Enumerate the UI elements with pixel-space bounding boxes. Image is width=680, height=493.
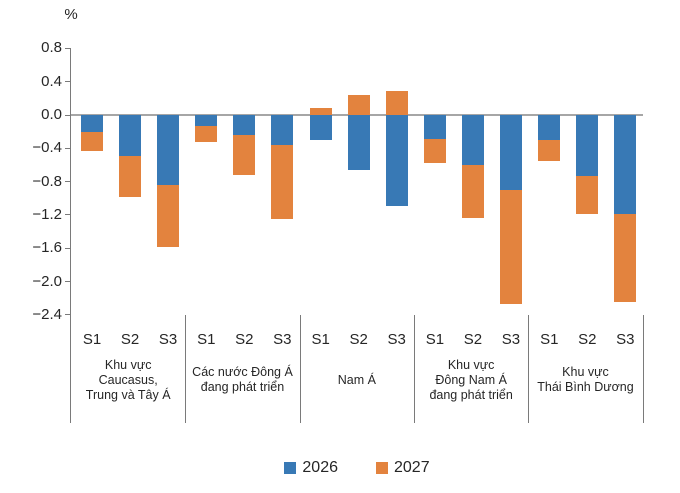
bar-segment-2026 (423, 115, 446, 140)
group-name-line: Caucasus, (98, 372, 158, 387)
y-axis-tick-label: −0.4 (32, 139, 62, 157)
scenario-label: S3 (273, 331, 292, 348)
legend-label-2027: 2027 (394, 459, 430, 476)
y-axis-tick (65, 47, 70, 49)
bar-segment-2026 (81, 115, 103, 133)
y-axis-tick (65, 114, 70, 116)
bar-segment-2027 (81, 132, 103, 151)
group-name-line: Đông Nam Á (435, 372, 507, 387)
scenario-label: S1 (82, 331, 102, 348)
group-separator (185, 315, 187, 423)
bar-segment-2027 (461, 164, 484, 219)
bar-segment-2026 (461, 115, 484, 165)
y-axis-tick (65, 181, 70, 183)
bar-segment-2026 (195, 115, 218, 126)
scenario-label: S1 (425, 331, 445, 348)
bar-segment-2026 (576, 115, 599, 176)
scenario-label: S3 (387, 331, 406, 348)
scenario-label: S1 (197, 331, 216, 348)
bar-segment-2026 (538, 115, 561, 140)
y-axis-tick (65, 147, 70, 149)
group-separator (413, 315, 415, 423)
group-name-line: Khu vực (447, 357, 495, 372)
bar-segment-2027 (157, 184, 179, 247)
scenario-label: S2 (463, 331, 483, 348)
bar-segment-2027 (538, 139, 561, 161)
bar-segment-2026 (499, 115, 522, 190)
bar-segment-2026 (309, 115, 332, 140)
bar-segment-2027 (614, 214, 637, 302)
y-axis-tick (65, 214, 70, 216)
scenario-label: S2 (578, 331, 597, 348)
group-name-line: Khu vực (104, 357, 152, 372)
scenario-label: S2 (120, 331, 140, 348)
group-name-label: Khu vực Caucasus, Trung và Tây Á (73, 352, 183, 408)
group-name-line: Khu vực (562, 365, 609, 379)
group-name-line: Thái Bình Dương (537, 380, 634, 394)
bar-segment-2026 (614, 115, 637, 215)
y-axis-tick-label: 0.0 (41, 106, 62, 123)
y-axis-tick-label: 0.4 (41, 72, 62, 90)
group-name-line: Các nước Đông Á (192, 365, 293, 379)
scenario-label: S3 (158, 331, 178, 348)
bar-segment-2026 (233, 115, 256, 135)
bar-segment-2026 (119, 115, 141, 156)
bar-segment-2027 (233, 134, 256, 175)
bar-segment-2026 (271, 115, 294, 145)
scenario-label: S2 (349, 331, 368, 348)
group-name-label: Khu vực Thái Bình Dương (530, 352, 640, 408)
y-axis-tick-label: −1.2 (32, 205, 62, 223)
bar-segment-2027 (347, 95, 370, 115)
y-axis-unit-label: % (64, 6, 78, 23)
scenario-label: S2 (235, 331, 254, 348)
bar-segment-2027 (195, 125, 218, 143)
bar-segment-2027 (271, 144, 294, 220)
legend-item-2026: 2026 (284, 459, 338, 477)
y-axis-tick-label: −1.6 (32, 239, 62, 257)
scenario-label: S3 (501, 331, 521, 348)
bar-segment-2027 (309, 107, 332, 115)
y-axis-tick (65, 314, 70, 316)
group-name-label: Nam Á (302, 352, 412, 408)
legend-swatch-2027-icon (376, 462, 388, 474)
scenario-label: S3 (616, 331, 635, 348)
group-separator (528, 315, 530, 423)
y-axis-tick-label: −2.0 (32, 272, 62, 290)
bar-segment-2027 (385, 90, 408, 115)
group-name-line: Trung và Tây Á (85, 387, 171, 402)
group-separator (299, 315, 301, 423)
legend: 2026 2027 (71, 459, 643, 477)
bar-segment-2026 (157, 115, 179, 185)
legend-label-2026: 2026 (302, 459, 338, 476)
y-axis-tick-label: −2.4 (32, 305, 62, 323)
bar-segment-2026 (385, 115, 408, 206)
bar-segment-2027 (576, 175, 599, 215)
y-axis-tick-label: 0.8 (41, 39, 62, 57)
y-axis-tick (65, 247, 70, 249)
bar-segment-2026 (347, 115, 370, 170)
y-axis-tick (65, 81, 70, 83)
scenario-label: S1 (311, 331, 330, 348)
y-axis-line (70, 48, 71, 423)
legend-item-2027: 2027 (376, 459, 430, 477)
group-separator (642, 315, 644, 423)
group-name-line: đang phát triển (429, 387, 513, 402)
bar-segment-2027 (423, 139, 446, 164)
y-axis-tick (65, 281, 70, 283)
legend-swatch-2026-icon (284, 462, 297, 474)
scenario-label: S1 (540, 331, 559, 348)
group-name-line: Nam Á (337, 372, 376, 387)
bar-segment-2027 (499, 189, 522, 305)
y-axis-tick-label: −0.8 (32, 172, 62, 190)
group-name-line: đang phát triển (200, 380, 285, 394)
bar-segment-2027 (119, 155, 141, 198)
